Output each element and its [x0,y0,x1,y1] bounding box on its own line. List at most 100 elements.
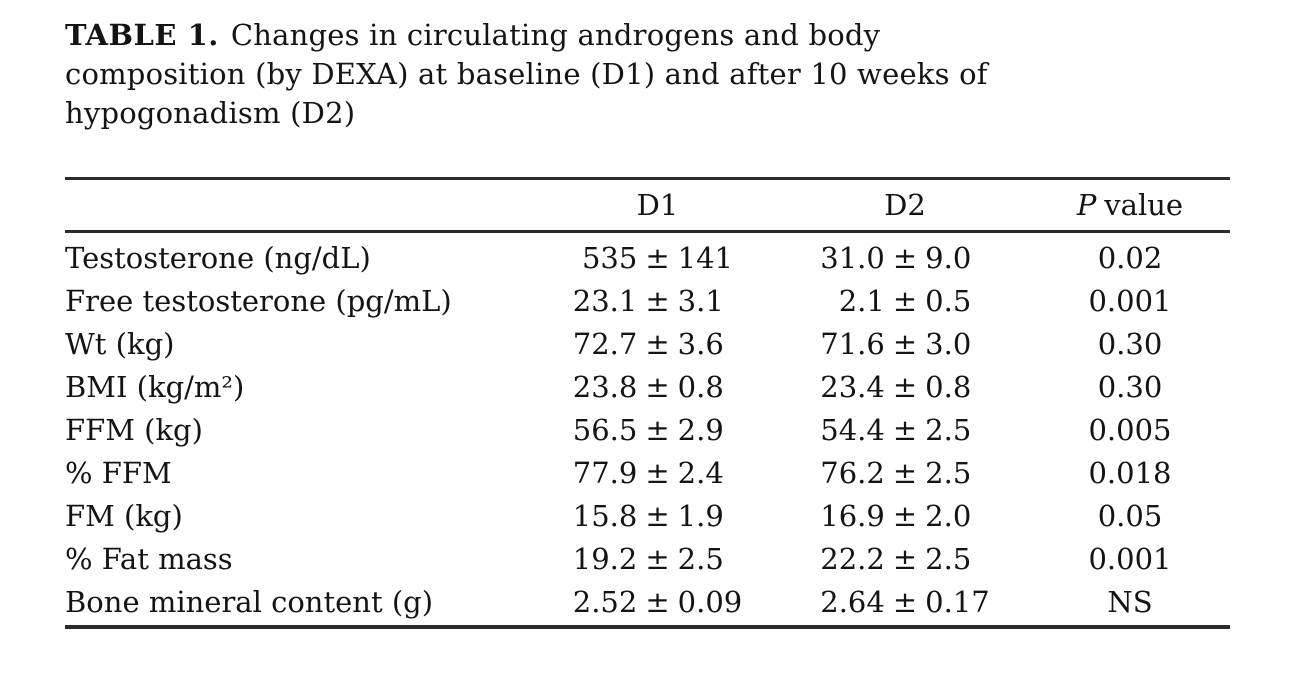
p-value-cell: 0.018 [1088,455,1172,490]
d2-cell: 22.2 ±2.5 [780,537,1030,580]
d1-cell: 19.2 ±2.5 [535,537,780,580]
d1-cell: 2.52 ±0.09 [535,580,780,629]
p-value-cell: 0.001 [1088,541,1172,576]
plus-minus-sign: ± [892,240,918,275]
d1-value: 72.7 [572,326,638,361]
header-p-italic: P [1076,188,1097,222]
d2-cell: 71.6 ±3.0 [780,322,1030,365]
table-row: % Fat mass 19.2 ±2.5 22.2 ±2.5 0.001 [65,537,1230,580]
d2-cell: 2.1 ±0.5 [780,279,1030,322]
plus-minus-sign: ± [645,369,670,404]
plus-minus-sign: ± [645,584,670,619]
d2-error: 2.5 [925,541,972,576]
row-label: % FFM [65,455,172,490]
d2-cell: 23.4 ±0.8 [780,365,1030,408]
plus-minus-sign: ± [892,326,918,361]
d1-error: 0.8 [677,369,724,404]
row-label: Testosterone (ng/dL) [65,240,371,275]
d1-value: 23.8 [572,369,638,404]
d2-cell: 31.0 ±9.0 [780,232,1030,280]
table-row: BMI (kg/m²) 23.8 ±0.8 23.4 ±0.8 0.30 [65,365,1230,408]
p-value-cell: 0.05 [1097,498,1163,533]
row-label: BMI (kg/m²) [65,369,245,404]
d2-cell: 76.2 ±2.5 [780,451,1030,494]
d1-error: 3.1 [677,283,724,318]
p-value-cell: 0.02 [1097,240,1163,275]
d2-value: 16.9 [820,498,885,533]
header-d1: D1 [535,177,780,233]
plus-minus-sign: ± [892,412,918,447]
d2-cell: 54.4 ±2.5 [780,408,1030,451]
table-body: Testosterone (ng/dL) 535 ±141 31.0 ±9.0 0.… [65,232,1230,629]
d2-value: 54.4 [820,412,885,447]
d2-value: 2.1 [838,283,885,318]
d2-error: 0.5 [925,283,972,318]
header-empty-cell [65,177,535,233]
row-label: FFM (kg) [65,412,203,447]
d1-cell: 72.7 ±3.6 [535,322,780,365]
plus-minus-sign: ± [645,455,670,490]
caption-line-2: composition (by DEXA) at baseline (D1) a… [65,57,988,91]
d2-value: 23.4 [820,369,885,404]
plus-minus-sign: ± [892,584,918,619]
table-row: Bone mineral content (g) 2.52 ±0.09 2.64 ±… [65,580,1230,629]
row-label: Bone mineral content (g) [65,580,535,629]
d2-error: 9.0 [925,240,972,275]
p-value-cell: 0.30 [1097,326,1163,361]
d1-error: 0.09 [677,584,743,619]
plus-minus-sign: ± [892,498,918,533]
plus-minus-sign: ± [892,455,918,490]
caption-text-1: Changes in circulating androgens and bod… [230,18,881,52]
d2-error: 2.5 [925,455,972,490]
d1-error: 141 [677,240,734,275]
plus-minus-sign: ± [645,412,670,447]
table-row: Wt (kg) 72.7 ±3.6 71.6 ±3.0 0.30 [65,322,1230,365]
d1-cell: 56.5 ±2.9 [535,408,780,451]
d2-value: 22.2 [820,541,885,576]
d1-cell: 15.8 ±1.9 [535,494,780,537]
header-d2: D2 [780,177,1030,233]
row-label: FM (kg) [65,498,183,533]
d1-cell: 77.9 ±2.4 [535,451,780,494]
d1-error: 1.9 [677,498,724,533]
d1-value: 56.5 [572,412,638,447]
plus-minus-sign: ± [892,369,918,404]
d2-error: 2.5 [925,412,972,447]
row-label: % Fat mass [65,541,233,576]
table-row: FFM (kg) 56.5 ±2.9 54.4 ±2.5 0.005 [65,408,1230,451]
plus-minus-sign: ± [645,326,670,361]
d1-cell: 23.1 ±3.1 [535,279,780,322]
d2-error: 3.0 [925,326,972,361]
d1-value: 15.8 [572,498,638,533]
plus-minus-sign: ± [892,283,918,318]
plus-minus-sign: ± [645,240,670,275]
d1-error: 3.6 [677,326,724,361]
d1-value: 23.1 [572,283,638,318]
table-caption: TABLE 1. Changes in circulating androgens… [65,16,1185,133]
row-label: Free testosterone (pg/mL) [65,283,452,318]
table-row: Free testosterone (pg/mL) 23.1 ±3.1 2.1 ±0… [65,279,1230,322]
plus-minus-sign: ± [645,541,670,576]
caption-line-1: TABLE 1. Changes in circulating androgens… [65,16,1185,55]
caption-line-3: hypogonadism (D2) [65,96,356,130]
d1-error: 2.4 [677,455,724,490]
p-value-cell: NS [1030,580,1230,629]
row-label: Wt (kg) [65,326,175,361]
d2-cell: 2.64 ±0.17 [780,580,1030,629]
plus-minus-sign: ± [892,541,918,576]
table-row: % FFM 77.9 ±2.4 76.2 ±2.5 0.018 [65,451,1230,494]
d1-value: 535 [581,240,638,275]
caption-table-number: TABLE 1. [65,18,219,52]
d2-error: 0.17 [925,584,990,619]
d2-cell: 16.9 ±2.0 [780,494,1030,537]
d2-value: 76.2 [820,455,885,490]
d1-error: 2.5 [677,541,724,576]
p-value-cell: 0.005 [1088,412,1172,447]
plus-minus-sign: ± [645,283,670,318]
d2-error: 2.0 [925,498,972,533]
d2-value: 71.6 [820,326,885,361]
d1-error: 2.9 [677,412,724,447]
